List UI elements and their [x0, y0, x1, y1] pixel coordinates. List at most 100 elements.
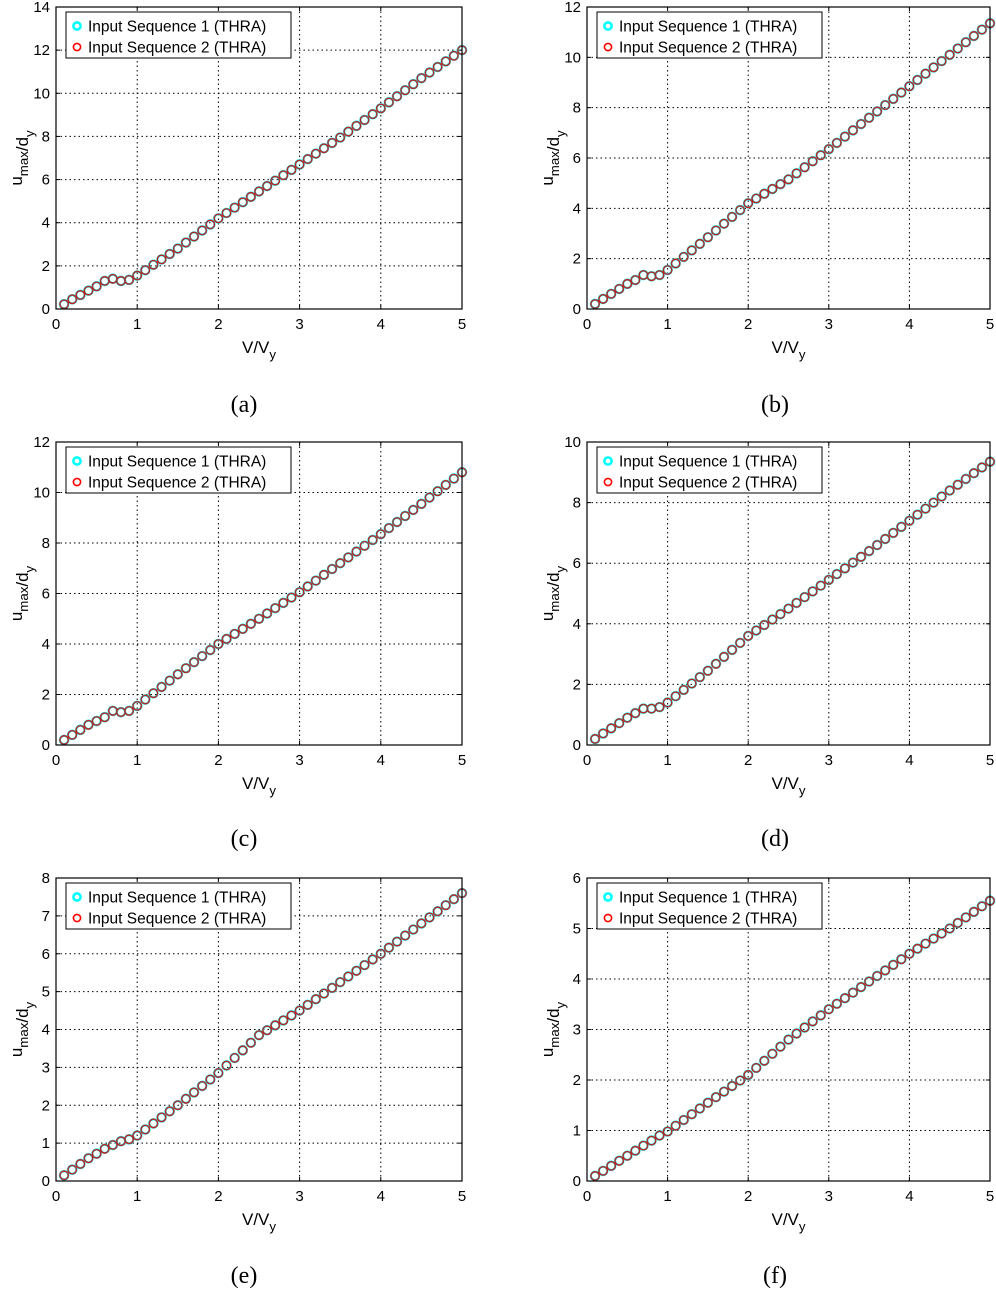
data-point-overlap — [912, 75, 923, 85]
data-point-overlap — [408, 924, 418, 935]
data-point-overlap — [977, 462, 987, 473]
x-axis-label: V/Vy — [771, 1210, 805, 1234]
data-point-overlap — [294, 159, 305, 170]
data-point-overlap — [392, 91, 402, 101]
data-point-overlap — [888, 960, 898, 970]
label-subscript: y — [22, 565, 37, 572]
y-tick-label: 0 — [42, 1173, 50, 1190]
data-point-overlap — [254, 1030, 264, 1040]
data-point-overlap — [213, 1068, 223, 1078]
label-part: u — [7, 1048, 26, 1057]
data-point-overlap — [238, 1045, 248, 1055]
legend-label: Input Sequence 2 (THRA) — [619, 40, 797, 57]
data-point-overlap — [278, 1015, 288, 1026]
legend-marker — [72, 21, 82, 31]
data-point-overlap — [230, 1053, 240, 1063]
y-axis-label: umax/dy — [7, 130, 37, 186]
data-point-overlap — [783, 174, 794, 184]
legend-marker — [603, 477, 613, 487]
data-point-overlap — [808, 586, 818, 596]
data-point-overlap — [156, 1112, 167, 1122]
label-part: V — [771, 1210, 783, 1229]
data-point-overlap — [759, 620, 769, 630]
data-point-overlap — [606, 289, 616, 299]
data-point-overlap — [83, 720, 94, 730]
data-point-overlap — [751, 193, 761, 204]
data-point-overlap — [327, 564, 337, 574]
data-point-overlap — [148, 1118, 159, 1129]
y-tick-label: 1 — [42, 1135, 50, 1152]
data-point-overlap — [124, 706, 134, 716]
legend-box — [596, 446, 823, 494]
y-axis-label: umax/dy — [538, 1001, 568, 1057]
label-subscript: max — [16, 586, 31, 611]
x-tick-label: 3 — [295, 316, 303, 333]
legend-label: Input Sequence 1 (THRA) — [88, 19, 266, 36]
data-point-overlap — [751, 625, 761, 636]
y-tick-label: 5 — [42, 984, 50, 1001]
data-point-overlap — [638, 1141, 649, 1151]
data-point-overlap — [205, 1074, 215, 1085]
x-tick-label: 4 — [377, 1188, 385, 1205]
y-tick-label: 2 — [42, 1097, 50, 1114]
data-point-overlap — [832, 999, 842, 1009]
y-tick-label: 0 — [573, 1173, 581, 1190]
data-point-overlap — [270, 1020, 280, 1030]
x-tick-label: 1 — [133, 316, 141, 333]
data-point-overlap — [977, 901, 987, 911]
data-point-overlap — [59, 735, 69, 745]
data-point-overlap — [719, 219, 729, 229]
data-point-overlap — [912, 944, 923, 954]
x-tick-label: 5 — [986, 316, 994, 333]
data-point-overlap — [759, 189, 769, 199]
x-tick-label: 2 — [744, 316, 752, 333]
data-point-overlap — [92, 281, 102, 291]
data-point-overlap — [75, 725, 85, 735]
x-tick-label: 3 — [825, 752, 833, 769]
y-tick-label: 12 — [564, 0, 581, 16]
data-point-overlap — [928, 497, 939, 508]
data-point-overlap — [132, 270, 142, 281]
data-point-overlap — [400, 85, 410, 95]
axes-box — [55, 441, 463, 746]
y-tick-label: 14 — [33, 0, 50, 16]
data-point-overlap — [840, 132, 850, 142]
data-point-overlap — [359, 541, 370, 551]
legend-marker — [72, 913, 82, 923]
data-point-overlap — [384, 97, 394, 107]
data-point-overlap — [335, 977, 345, 987]
x-tick-label: 4 — [377, 752, 385, 769]
x-tick-label: 3 — [295, 1188, 303, 1205]
data-point-overlap — [969, 907, 979, 917]
data-point-overlap — [278, 170, 288, 180]
data-point-overlap — [327, 138, 337, 148]
legend-marker — [603, 892, 613, 902]
data-point-overlap — [614, 1156, 624, 1166]
data-point-overlap — [294, 587, 305, 597]
y-tick-label: 6 — [42, 586, 50, 603]
data-point-overlap — [703, 232, 713, 242]
data-point-overlap — [848, 125, 858, 135]
y-tick-label: 3 — [42, 1059, 50, 1076]
axes-box — [586, 6, 991, 310]
data-point-overlap — [262, 1025, 272, 1035]
data-point-overlap — [904, 81, 915, 91]
y-tick-label: 7 — [42, 908, 50, 925]
data-point-overlap — [92, 716, 102, 726]
data-point-overlap — [148, 688, 159, 698]
overlap-core — [590, 18, 995, 309]
x-tick-label: 0 — [583, 752, 591, 769]
data-point-overlap — [961, 912, 971, 922]
data-point-overlap — [880, 534, 890, 544]
data-point-overlap — [230, 629, 240, 639]
data-point-overlap — [400, 930, 410, 941]
data-point-overlap — [783, 1035, 794, 1045]
data-point-overlap — [100, 1144, 110, 1154]
label-part: /d — [13, 572, 32, 586]
data-point-overlap — [335, 558, 345, 568]
data-point-overlap — [791, 1028, 802, 1039]
panel-caption: (a) — [231, 392, 258, 418]
